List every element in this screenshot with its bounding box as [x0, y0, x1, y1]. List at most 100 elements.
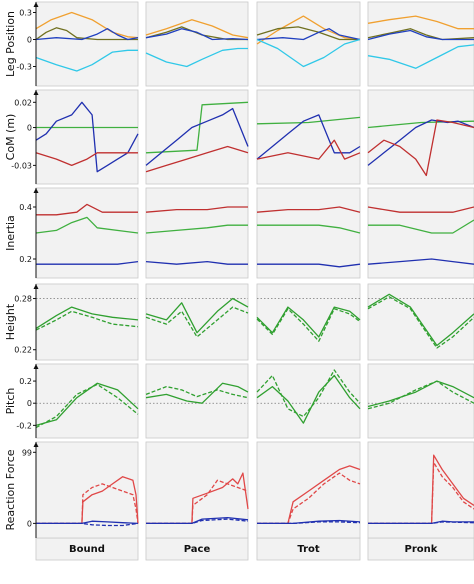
panel: [256, 441, 361, 539]
panel-background: [256, 89, 361, 185]
panel: [256, 363, 361, 439]
panel-background: [256, 1, 361, 87]
y-tick-label: 0.22: [14, 346, 32, 355]
series-line: [145, 28, 249, 41]
series-line: [367, 380, 474, 410]
panel: [256, 283, 361, 361]
panel-background: [35, 89, 139, 185]
series-line: [35, 383, 139, 429]
series-line: [367, 296, 474, 349]
series-line: [145, 297, 249, 334]
series-line: [35, 11, 139, 39]
series-line: [367, 380, 474, 408]
series-line: [257, 521, 361, 525]
panel-background: [256, 283, 361, 361]
series-line: [35, 27, 138, 41]
panel-background: [367, 1, 474, 87]
y-tick-label: 0.2: [19, 255, 32, 264]
series-line: [256, 139, 361, 160]
row-label: CoM (m): [4, 114, 17, 161]
series-line: [35, 28, 139, 41]
panel: [145, 187, 249, 279]
series-line: [35, 216, 139, 234]
series-line: [145, 145, 249, 173]
y-tick-label: -0.2: [16, 421, 32, 430]
series-line: [367, 15, 474, 30]
series-line: [256, 38, 361, 68]
row-label: Height: [4, 303, 17, 340]
column-label: Trot: [297, 544, 320, 555]
panel: [35, 1, 139, 87]
panel: [145, 1, 249, 87]
series-line: [145, 385, 249, 399]
y-tick-label: 0.3: [19, 9, 32, 18]
panel: [256, 1, 361, 87]
series-line: [145, 47, 248, 68]
series-line: [35, 49, 138, 72]
panel-background: [145, 363, 249, 439]
series-line: [145, 206, 248, 213]
series-line: [367, 119, 474, 177]
y-tick-label: 0: [27, 124, 32, 133]
series-line: [145, 260, 248, 265]
axis-arrow: [33, 284, 39, 289]
series-line: [35, 310, 139, 331]
series-line: [146, 518, 249, 525]
series-line: [257, 224, 361, 234]
series-line: [35, 101, 139, 173]
panel: [256, 89, 361, 185]
panel-background: [35, 1, 139, 87]
panel-background: [256, 363, 361, 439]
series-line: [145, 19, 249, 39]
series-line: [36, 260, 139, 265]
panel: [35, 89, 139, 185]
row-label: Pitch: [4, 388, 17, 415]
panel-background: [145, 283, 249, 361]
axis-arrow: [33, 442, 39, 447]
y-tick-label: 0.2: [19, 377, 32, 386]
series-line: [368, 219, 474, 234]
series-line: [146, 479, 249, 525]
panel-background: [35, 283, 139, 361]
series-line: [35, 382, 139, 427]
series-line: [35, 152, 138, 167]
panel-background: [367, 363, 474, 439]
series-line: [256, 374, 361, 424]
series-line: [368, 521, 474, 525]
panel: [35, 441, 139, 539]
y-tick-label: 0.28: [14, 295, 32, 304]
panel-background: [145, 89, 249, 185]
row-label: Inertia: [4, 215, 17, 251]
panel-background: [367, 89, 474, 185]
y-tick-label: 0: [27, 36, 32, 45]
series-line: [367, 119, 474, 166]
series-line: [256, 308, 361, 342]
panel-background: [145, 1, 249, 87]
series-line: [256, 306, 361, 338]
series-line: [257, 472, 361, 525]
panel: [145, 363, 249, 439]
panel: [145, 283, 249, 361]
series-line: [145, 101, 249, 154]
y-tick-label: 99: [22, 448, 32, 457]
y-tick-label: 0: [27, 519, 32, 528]
series-line: [367, 29, 474, 41]
panel-background: [367, 187, 474, 279]
y-tick-label: 0.4: [19, 203, 32, 212]
axis-arrow: [33, 90, 39, 95]
panel-background: [35, 187, 139, 279]
column-label: Pace: [184, 544, 211, 555]
row-label: Leg Position: [4, 11, 17, 77]
series-line: [257, 263, 361, 268]
y-tick-label: 0: [27, 399, 32, 408]
panel-background: [256, 187, 361, 279]
series-line: [145, 224, 248, 234]
panel: [145, 89, 249, 185]
panel: [35, 363, 139, 439]
series-line: [145, 382, 249, 404]
series-line: [256, 114, 361, 160]
panel: [35, 187, 139, 279]
panel: [35, 283, 139, 361]
series-line: [145, 306, 249, 338]
